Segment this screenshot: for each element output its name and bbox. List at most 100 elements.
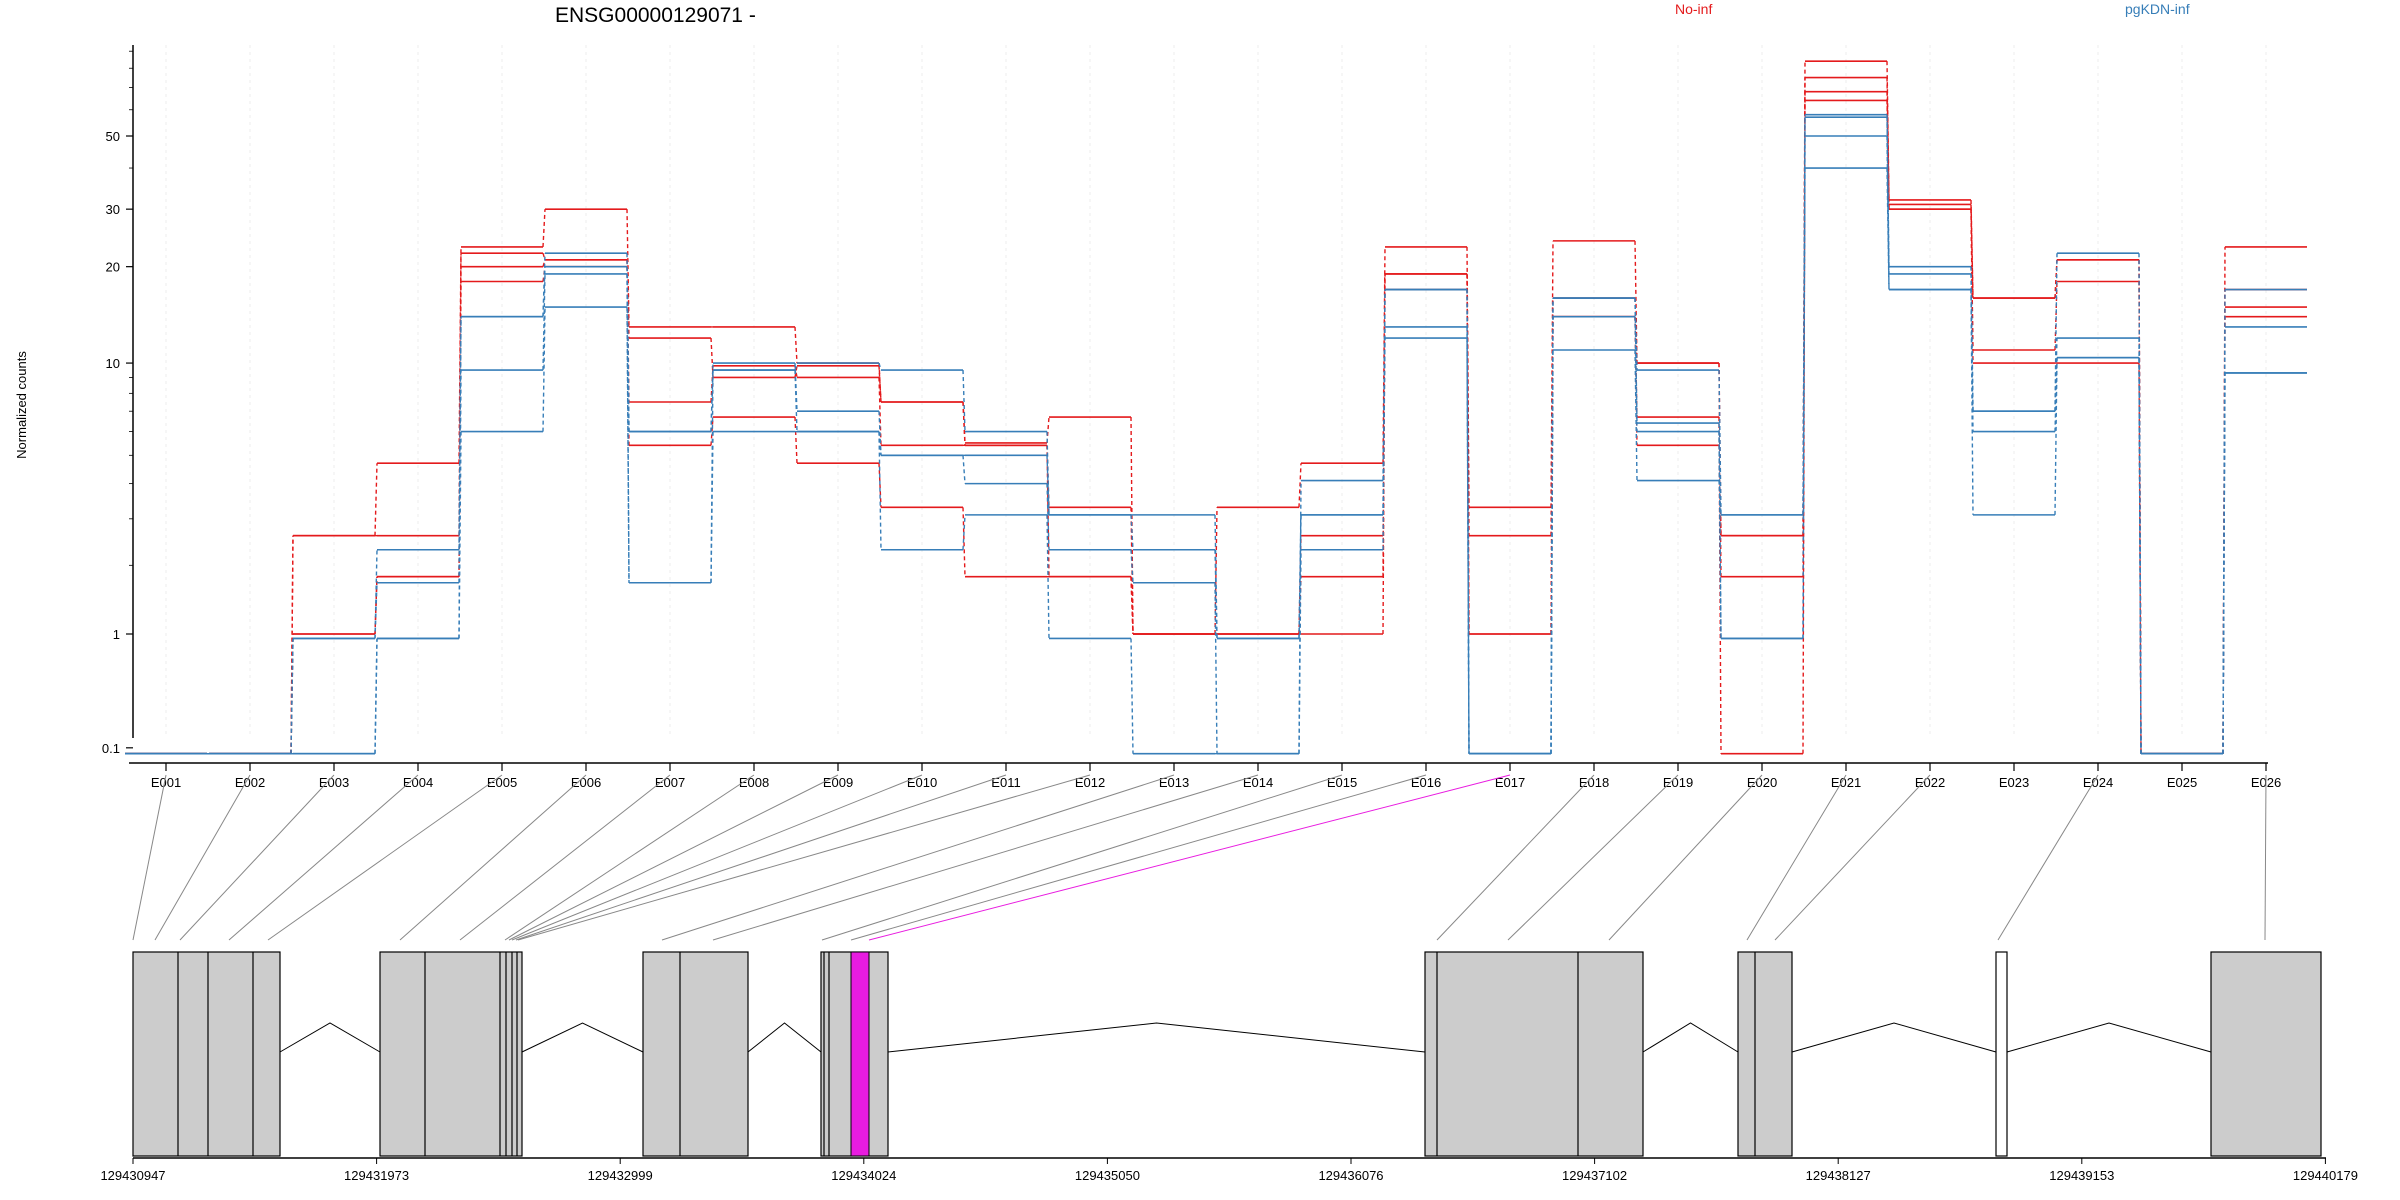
intron-line — [521, 1022, 644, 1053]
exon-connector-line — [179, 774, 335, 941]
exon-block — [132, 951, 281, 1157]
x-tick-label-e018: E018 — [1579, 775, 1609, 790]
x-tick-label-e005: E005 — [487, 775, 517, 790]
genomic-coordinate-axis: 129430947 129431973 129432999 129434024 1294… — [100, 1157, 2358, 1183]
exon-transition-segment — [542, 266, 546, 317]
series-line-6 — [125, 116, 2307, 755]
exon-transition-segment — [542, 253, 546, 260]
exon-transition-segment — [962, 507, 966, 577]
exon-transition-segment — [542, 273, 546, 371]
exon-transition-segment — [1466, 326, 1470, 754]
exon-transition-segment — [1550, 316, 1554, 635]
exon-connector-line — [267, 774, 503, 941]
exon-connector-line — [1997, 774, 2099, 941]
exon-transition-segment — [710, 416, 714, 446]
highlighted-exon-e017 — [850, 951, 870, 1157]
exon-transition-segment — [710, 431, 714, 583]
exon-transition-segment — [1298, 480, 1302, 754]
exon-transition-segment — [794, 326, 798, 364]
exon-transition-segment — [1718, 480, 1722, 515]
intron-line — [1791, 1022, 1997, 1053]
exon-transition-segment — [2222, 372, 2226, 754]
exon-transition-segment — [1466, 338, 1470, 754]
exon-connector-line — [504, 774, 755, 941]
gene-model — [132, 951, 2322, 1157]
x-tick-label-e014: E014 — [1243, 775, 1273, 790]
y-tick-label: 10 — [106, 356, 120, 371]
exon-transition-segment — [290, 638, 294, 754]
exon-transition-segment — [1382, 326, 1386, 550]
x-tick-label-e013: E013 — [1159, 775, 1189, 790]
exon-transition-segment — [962, 401, 966, 446]
x-tick-label-e021: E021 — [1831, 775, 1861, 790]
exon-transition-segment — [2138, 338, 2142, 754]
exon-transition-segment — [794, 365, 798, 378]
series-line-2 — [125, 76, 2307, 755]
coordinate-label: 129439153 — [2049, 1168, 2114, 1183]
coordinate-label: 129434024 — [831, 1168, 896, 1183]
exon-transition-segment — [626, 259, 630, 339]
exon-transition-segment — [1718, 370, 1722, 515]
series-line-7 — [125, 135, 2307, 755]
exon-transition-segment — [878, 365, 882, 403]
exon-transition-segment — [1802, 168, 1806, 515]
exon-transition-segment — [794, 362, 798, 371]
exon-transition-segment — [1298, 463, 1302, 508]
y-axis-label: Normalized counts — [14, 351, 29, 459]
exon-transition-segment — [2054, 253, 2058, 412]
exon-connector-line — [228, 774, 419, 941]
x-tick-label-e012: E012 — [1075, 775, 1105, 790]
exon-transition-segment — [1886, 168, 1890, 290]
exon-connectors — [132, 774, 2267, 941]
coordinate-label: 129436076 — [1318, 1168, 1383, 1183]
coordinate-label: 129432999 — [588, 1168, 653, 1183]
exon-connector-line — [399, 774, 587, 941]
exon-transition-segment — [542, 259, 546, 267]
exon-transition-segment — [794, 370, 798, 432]
exon-transition-segment — [1046, 416, 1050, 444]
exon-connector-line — [661, 774, 1175, 941]
exon-transition-segment — [1886, 135, 1890, 290]
x-tick-label-e009: E009 — [823, 775, 853, 790]
exon-transition-segment — [1970, 289, 1974, 515]
legend-label-pgkdn-inf: pgKDN-inf — [2125, 1, 2190, 17]
exon-transition-segment — [1214, 549, 1218, 639]
intron-line — [1642, 1022, 1739, 1053]
x-tick-label-e019: E019 — [1663, 775, 1693, 790]
x-tick-label-e002: E002 — [235, 775, 265, 790]
exon-connector-line — [508, 774, 839, 941]
exon-transition-segment — [2054, 259, 2058, 299]
x-tick-label-e007: E007 — [655, 775, 685, 790]
exon-transition-segment — [794, 417, 798, 464]
intron-line — [279, 1022, 381, 1053]
exon-transition-segment — [1130, 638, 1134, 754]
legend-label-no-inf: No-inf — [1675, 1, 1712, 17]
x-tick-label-e001: E001 — [151, 775, 181, 790]
exon-connector-line — [515, 774, 1007, 941]
coordinate-label: 129438127 — [1806, 1168, 1871, 1183]
coordinate-label: 129440179 — [2293, 1168, 2358, 1183]
intron-line — [2006, 1022, 2212, 1053]
x-tick-label-e016: E016 — [1411, 775, 1441, 790]
exon-connector-line — [868, 774, 1511, 941]
exon-transition-segment — [878, 431, 882, 550]
exon-transition-segment — [1046, 455, 1050, 515]
y-tick-label: 20 — [106, 260, 120, 275]
exon-transition-segment — [2054, 357, 2058, 515]
exon-transition-segment — [626, 209, 630, 327]
exon-connector-line — [2264, 774, 2267, 941]
exon-transition-segment — [374, 582, 378, 639]
exon-transition-segment — [878, 362, 882, 371]
y-tick-label: 50 — [106, 129, 120, 144]
x-tick-label-e015: E015 — [1327, 775, 1357, 790]
y-tick-label: 0.1 — [102, 741, 120, 756]
exon-connector-line — [1608, 774, 1763, 941]
exon-transition-segment — [1130, 514, 1134, 550]
exon-transition-segment — [962, 455, 966, 484]
exon-block — [1995, 951, 2008, 1157]
exon-connector-line — [821, 774, 1343, 941]
exon-transition-segment — [1130, 549, 1134, 583]
coordinate-label: 129435050 — [1075, 1168, 1140, 1183]
chart-title: ENSG00000129071 - — [555, 4, 756, 27]
y-axis: 0.1 1 10 20 30 50 — [102, 45, 134, 756]
